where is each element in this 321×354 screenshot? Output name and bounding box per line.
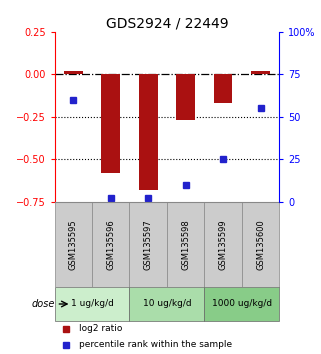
Bar [129,202,167,287]
Text: GSM135599: GSM135599 [219,219,228,270]
Bar [214,74,232,103]
Bar [139,74,158,190]
Text: GSM135595: GSM135595 [69,219,78,270]
Bar [176,74,195,120]
Text: dose: dose [31,299,55,309]
Text: 1000 ug/kg/d: 1000 ug/kg/d [212,299,272,308]
Bar [64,71,83,74]
Bar [242,202,279,287]
Bar [92,202,129,287]
Text: GSM135598: GSM135598 [181,219,190,270]
Bar [55,202,92,287]
Bar [55,287,129,321]
Text: percentile rank within the sample: percentile rank within the sample [79,340,232,349]
Text: log2 ratio: log2 ratio [79,324,123,333]
Text: 1 ug/kg/d: 1 ug/kg/d [71,299,113,308]
Bar [167,202,204,287]
Bar [251,71,270,74]
Title: GDS2924 / 22449: GDS2924 / 22449 [106,17,228,31]
Text: GSM135597: GSM135597 [144,219,153,270]
Bar [204,287,279,321]
Bar [204,202,242,287]
Text: 10 ug/kg/d: 10 ug/kg/d [143,299,191,308]
Text: GSM135600: GSM135600 [256,219,265,270]
Bar [101,74,120,173]
Bar [129,287,204,321]
Text: GSM135596: GSM135596 [106,219,115,270]
